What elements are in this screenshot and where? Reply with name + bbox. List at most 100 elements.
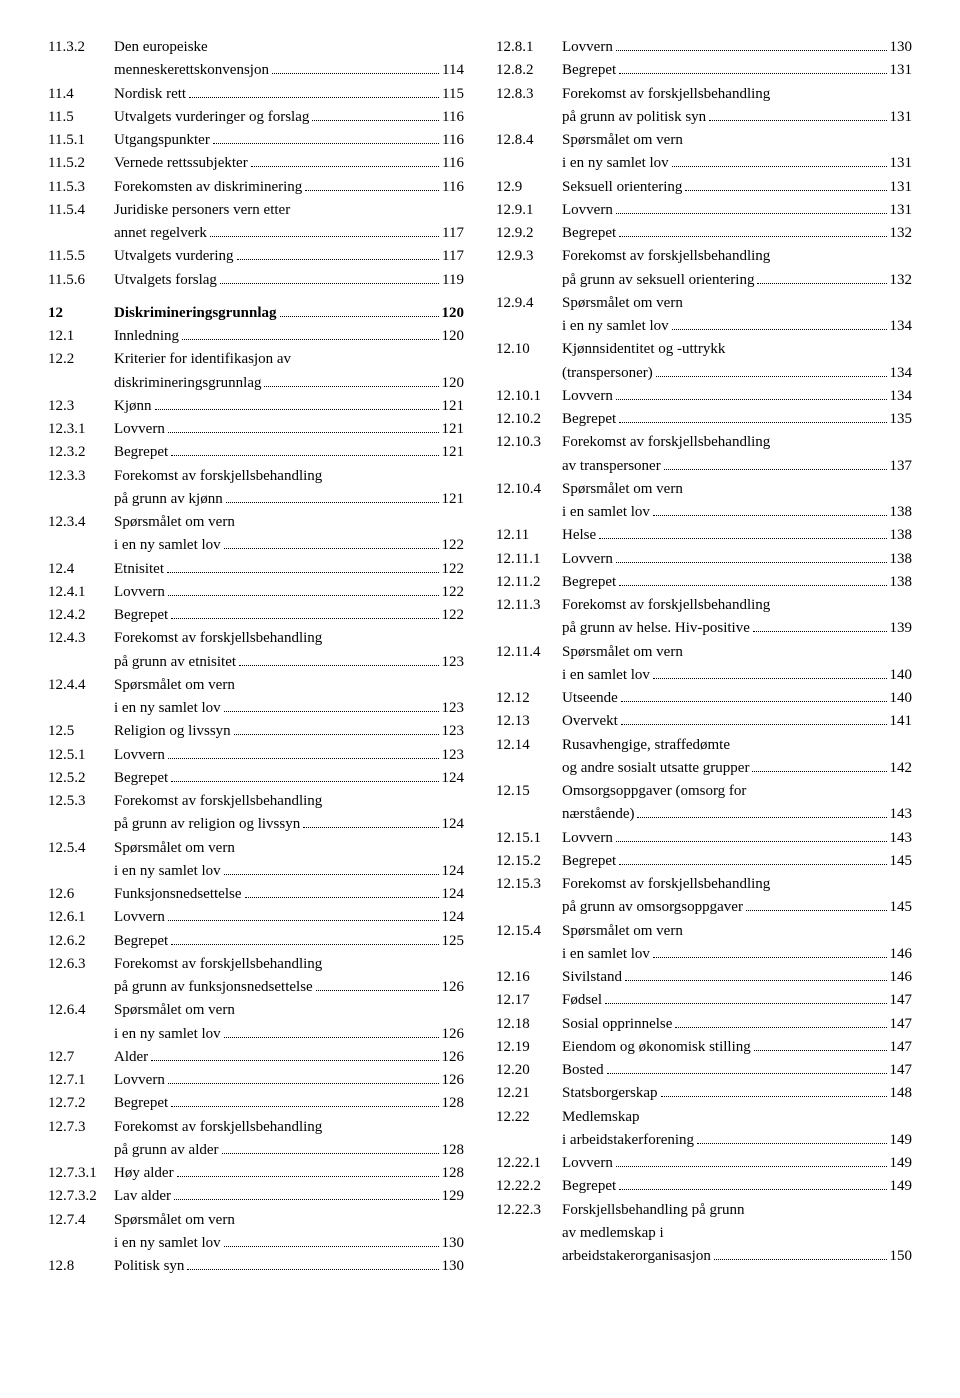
- toc-entry: 12.8Politisk syn130: [48, 1255, 464, 1278]
- toc-title: Spørsmålet om vern: [114, 999, 235, 1022]
- toc-leader-dots: [675, 1015, 886, 1028]
- toc-entry: 12.22.3Forskjellsbehandling på grunn: [496, 1199, 912, 1222]
- toc-title-continuation: på grunn av omsorgsoppgaver: [562, 896, 743, 919]
- toc-title: Forekomst av forskjellsbehandling: [114, 790, 322, 813]
- toc-title-continuation: i arbeidstakerforening: [562, 1129, 694, 1152]
- toc-entry: 12.6.1Lovvern124: [48, 906, 464, 929]
- toc-title-continuation: på grunn av religion og livssyn: [114, 813, 300, 836]
- toc-leader-dots: [754, 1038, 887, 1051]
- toc-section-number: 12.8.3: [496, 83, 562, 106]
- toc-page-number: 135: [890, 408, 913, 431]
- toc-page-number: 134: [890, 315, 913, 338]
- toc-leader-dots: [171, 932, 438, 945]
- toc-title: Høy alder: [114, 1162, 174, 1185]
- toc-page-number: 145: [890, 850, 913, 873]
- toc-title-wrap: Statsborgerskap: [562, 1082, 890, 1105]
- toc-leader-dots: [182, 327, 439, 340]
- toc-title: Lovvern: [562, 36, 613, 59]
- toc-section-number: 12.9.3: [496, 245, 562, 268]
- toc-title-wrap: Lovvern: [114, 581, 442, 604]
- toc-entry: 12.9.1Lovvern131: [496, 199, 912, 222]
- toc-title: Begrepet: [114, 441, 168, 464]
- toc-leader-dots: [709, 108, 886, 121]
- toc-page-number: 114: [442, 59, 464, 82]
- toc-page-number: 131: [890, 106, 913, 129]
- toc-title: Utvalgets vurdering: [114, 245, 234, 268]
- toc-section-number: 11.5.1: [48, 129, 114, 152]
- toc-entry: 12.8.4Spørsmålet om vern: [496, 129, 912, 152]
- toc-entry: 12.17Fødsel147: [496, 989, 912, 1012]
- toc-title: Forekomst av forskjellsbehandling: [562, 873, 770, 896]
- toc-title-wrap: Forekomst av forskjellsbehandling: [562, 83, 912, 106]
- toc-title-wrap: Overvekt: [562, 710, 890, 733]
- toc-page-number: 124: [442, 906, 465, 929]
- toc-page-number: 138: [890, 548, 913, 571]
- toc-title: Lovvern: [562, 827, 613, 850]
- toc-page-number: 132: [890, 222, 913, 245]
- toc-title-wrap: Lovvern: [114, 418, 442, 441]
- toc-entry: 11.3.2Den europeiske: [48, 36, 464, 59]
- toc-page-number: 143: [890, 827, 913, 850]
- toc-entry: 12.8.1Lovvern130: [496, 36, 912, 59]
- toc-page-number: 149: [890, 1152, 913, 1175]
- toc-leader-dots: [220, 271, 439, 284]
- toc-title-continuation: av transpersoner: [562, 455, 661, 478]
- toc-section-number: 11.3.2: [48, 36, 114, 59]
- toc-page-number: 138: [890, 501, 913, 524]
- toc-page-number: 137: [890, 455, 913, 478]
- toc-title: Lovvern: [114, 581, 165, 604]
- toc-page-number: 123: [442, 697, 465, 720]
- toc-section-number: 12.3.1: [48, 418, 114, 441]
- toc-page-number: 122: [442, 604, 465, 627]
- toc-leader-dots: [625, 968, 886, 981]
- toc-section-number: 12.9.4: [496, 292, 562, 315]
- toc-leader-dots: [167, 560, 439, 573]
- toc-section-number: 12.15.3: [496, 873, 562, 896]
- toc-section-number: 12.4.1: [48, 581, 114, 604]
- toc-page-number: 146: [890, 966, 913, 989]
- toc-title-wrap: Eiendom og økonomisk stilling: [562, 1036, 890, 1059]
- toc-leader-dots: [226, 490, 439, 503]
- toc-title-wrap: Spørsmålet om vern: [114, 511, 464, 534]
- toc-title-wrap: Lovvern: [562, 827, 890, 850]
- toc-title-wrap: Omsorgsoppgaver (omsorg for: [562, 780, 912, 803]
- toc-leader-dots: [605, 992, 886, 1005]
- toc-title: Juridiske personers vern etter: [114, 199, 290, 222]
- toc-title-wrap: Begrepet: [562, 850, 890, 873]
- toc-title: Spørsmålet om vern: [114, 511, 235, 534]
- toc-section-number: 12.10.1: [496, 385, 562, 408]
- toc-title: Rusavhengige, straffedømte: [562, 734, 730, 757]
- toc-section-number: 12.1: [48, 325, 114, 348]
- toc-leader-dots: [616, 387, 887, 400]
- toc-leader-dots: [312, 108, 439, 121]
- toc-title: Spørsmålet om vern: [114, 1209, 235, 1232]
- toc-leader-dots: [664, 457, 887, 470]
- toc-leader-dots: [599, 527, 886, 540]
- toc-title: Lovvern: [562, 385, 613, 408]
- toc-entry-continuation: i en samlet lov140: [496, 664, 912, 687]
- toc-title-wrap: Helse: [562, 524, 890, 547]
- toc-page-number: 128: [442, 1092, 465, 1115]
- toc-entry: 12.21Statsborgerskap148: [496, 1082, 912, 1105]
- toc-title-wrap: Forekomst av forskjellsbehandling: [562, 873, 912, 896]
- toc-page-number: 120: [442, 302, 465, 325]
- toc-entry: 12.15.3Forekomst av forskjellsbehandling: [496, 873, 912, 896]
- toc-entry: 11.5.1Utgangspunkter116: [48, 129, 464, 152]
- toc-title-wrap: Forekomst av forskjellsbehandling: [562, 245, 912, 268]
- toc-title-wrap: Spørsmålet om vern: [114, 837, 464, 860]
- toc-entry-continuation: i en ny samlet lov134: [496, 315, 912, 338]
- toc-title-wrap: Forekomst av forskjellsbehandling: [114, 953, 464, 976]
- toc-page-number: 124: [442, 767, 465, 790]
- toc-section-number: 11.5.5: [48, 245, 114, 268]
- toc-section-number: 12.15.4: [496, 920, 562, 943]
- toc-section-number: 11.5.6: [48, 269, 114, 292]
- toc-entry-continuation: i en ny samlet lov130: [48, 1232, 464, 1255]
- toc-page-number: 141: [890, 710, 913, 733]
- toc-title-continuation: på grunn av funksjonsnedsettelse: [114, 976, 313, 999]
- toc-section-number: 12.22.2: [496, 1175, 562, 1198]
- toc-entry: 11.5Utvalgets vurderinger og forslag116: [48, 106, 464, 129]
- toc-title-wrap: Etnisitet: [114, 558, 442, 581]
- toc-section-number: 12.8.2: [496, 59, 562, 82]
- toc-title-wrap: Utgangspunkter: [114, 129, 442, 152]
- toc-title-wrap: Forekomst av forskjellsbehandling: [562, 594, 912, 617]
